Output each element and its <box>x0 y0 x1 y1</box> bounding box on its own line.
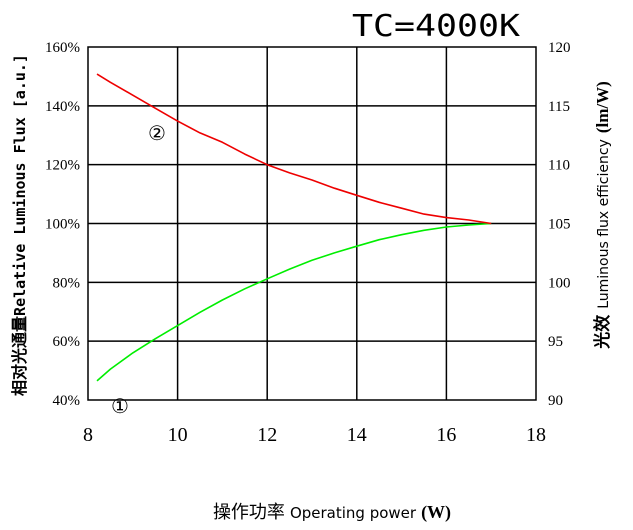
y-left-tick-label: 60% <box>53 334 81 350</box>
y-right-tick-label: 115 <box>548 99 570 115</box>
series-line-1 <box>96 222 492 382</box>
y-left-tick-label: 160% <box>45 40 80 56</box>
x-tick-label: 18 <box>526 424 546 446</box>
y-left-axis-label-en: Relative Luminous Flux [a.u.] <box>11 54 29 316</box>
x-axis-label-unit: (W) <box>421 502 451 523</box>
y-left-tick-labels: 40% 60% 80% 100% 120% 140% 160% <box>45 40 80 409</box>
plot-frame <box>87 46 537 401</box>
y-left-tick-label: 80% <box>53 275 81 291</box>
x-tick-labels: 8 10 12 14 16 18 <box>83 424 546 446</box>
y-left-axis-label-cn: 相对光通量 <box>10 316 29 396</box>
series-label-2: ② <box>148 123 166 145</box>
y-right-tick-label: 90 <box>548 393 563 409</box>
y-left-tick-label: 120% <box>45 158 80 174</box>
y-right-axis-label: 光效 Luminous flux efficiency (lm/W) <box>592 81 612 350</box>
x-tick-label: 14 <box>347 424 367 446</box>
x-axis-label-cn: 操作功率 <box>213 502 285 522</box>
x-tick-label: 8 <box>83 424 93 446</box>
y-left-tick-label: 100% <box>45 217 80 233</box>
y-right-tick-label: 100 <box>548 275 571 291</box>
y-right-axis-label-cn: 光效 <box>592 315 612 350</box>
series-line-2 <box>96 73 492 225</box>
y-left-axis-label: 相对光通量Relative Luminous Flux [a.u.] <box>10 54 29 396</box>
y-right-tick-label: 105 <box>548 217 571 233</box>
x-tick-label: 12 <box>257 424 277 446</box>
x-axis-label-en: Operating power <box>290 504 417 522</box>
y-right-tick-label: 120 <box>548 40 571 56</box>
series-label-1: ① <box>111 396 129 418</box>
y-right-axis-label-en: Luminous flux efficiency <box>596 139 612 309</box>
y-right-tick-label: 110 <box>548 158 570 174</box>
x-axis-label: 操作功率 Operating power (W) <box>213 502 451 523</box>
x-tick-label: 10 <box>168 424 188 446</box>
y-right-axis-label-unit: (lm/W) <box>593 81 612 133</box>
x-tick-label: 16 <box>436 424 456 446</box>
y-left-tick-label: 40% <box>53 393 81 409</box>
grid <box>88 47 536 400</box>
y-left-tick-label: 140% <box>45 99 80 115</box>
series-layer <box>96 73 492 382</box>
y-right-tick-labels: 90 95 100 105 110 115 120 <box>548 40 571 409</box>
y-right-tick-label: 95 <box>548 334 563 350</box>
chart-title: TC=4000K <box>352 9 520 44</box>
